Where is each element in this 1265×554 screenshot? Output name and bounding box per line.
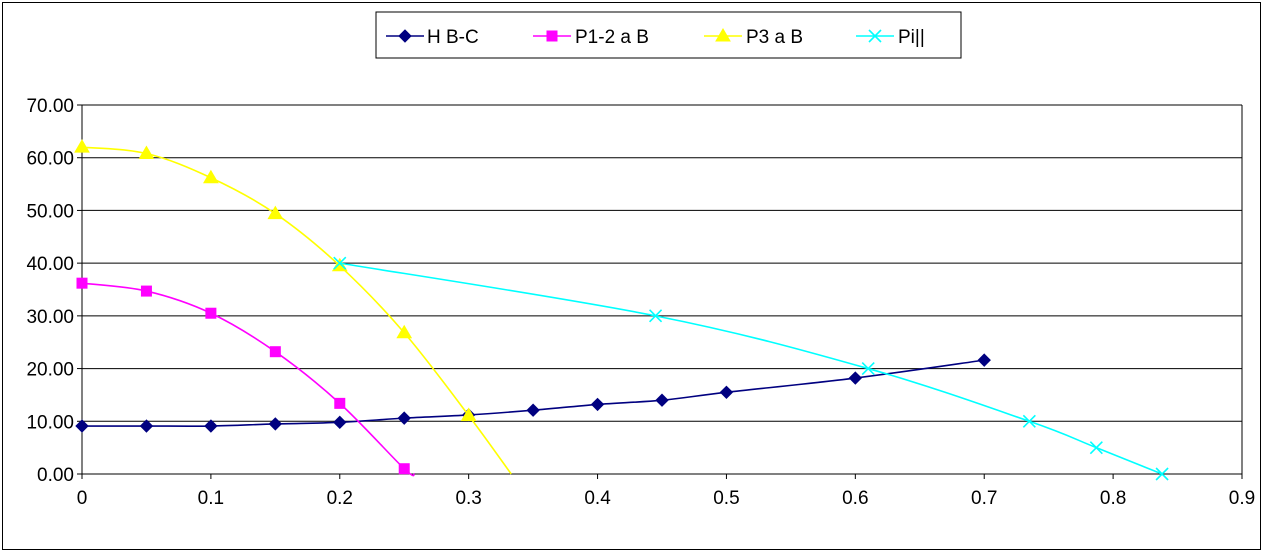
data-point bbox=[268, 417, 283, 431]
marker-stroke bbox=[1022, 414, 1036, 428]
data-point bbox=[526, 403, 540, 417]
legend-marker bbox=[546, 30, 558, 42]
y-tick-label: 20.00 bbox=[26, 360, 74, 381]
data-point bbox=[655, 393, 669, 407]
gridlines bbox=[82, 104, 1243, 475]
data-point bbox=[140, 285, 152, 297]
data-point bbox=[333, 415, 347, 430]
y-tick-label: 40.00 bbox=[26, 254, 74, 275]
data-point bbox=[333, 256, 347, 270]
marker-stroke bbox=[648, 309, 663, 323]
x-tick-label: 0.6 bbox=[842, 488, 868, 509]
series-p1-2-a-b bbox=[76, 277, 415, 477]
marker-stroke bbox=[1155, 467, 1169, 481]
legend-label: P3 a B bbox=[746, 27, 803, 48]
legend-item: Pi|| bbox=[856, 27, 925, 48]
legend-label: Pi|| bbox=[898, 27, 925, 48]
data-point bbox=[267, 205, 284, 220]
series-pi- bbox=[333, 256, 1169, 481]
y-tick-label: 70.00 bbox=[26, 96, 74, 117]
data-point bbox=[74, 139, 90, 153]
x-tick-label: 0.2 bbox=[327, 488, 353, 509]
x-tick-label: 0.1 bbox=[198, 488, 224, 509]
legend-marker bbox=[868, 29, 882, 43]
x-tick-label: 0.3 bbox=[455, 488, 481, 509]
data-point bbox=[719, 385, 734, 399]
data-point bbox=[398, 463, 410, 475]
data-point bbox=[977, 353, 991, 367]
y-tick-label: 50.00 bbox=[26, 201, 74, 222]
y-tick-label: 10.00 bbox=[26, 412, 74, 433]
x-tick-label: 0.8 bbox=[1100, 488, 1126, 509]
series-line bbox=[81, 282, 415, 477]
data-point bbox=[75, 419, 89, 433]
legend-item: H B-C bbox=[386, 27, 479, 48]
series-h-b-c bbox=[75, 353, 991, 433]
series-p3-a-b bbox=[74, 139, 512, 475]
data-point bbox=[138, 145, 155, 159]
marker-stroke bbox=[861, 362, 875, 376]
data-point bbox=[460, 407, 477, 421]
data-point bbox=[76, 277, 88, 289]
marker-stroke bbox=[1089, 441, 1103, 455]
legend-label: P1-2 a B bbox=[575, 27, 649, 48]
legend-item: P3 a B bbox=[704, 27, 803, 48]
y-tick-label: 0.00 bbox=[37, 465, 74, 486]
legend-marker bbox=[398, 29, 412, 43]
data-point bbox=[1155, 467, 1169, 481]
data-point bbox=[397, 411, 411, 425]
legend: H B-C P1-2 a B P3 a B Pi|| bbox=[375, 11, 962, 59]
legend-marker bbox=[715, 28, 731, 42]
y-tick-label: 60.00 bbox=[26, 149, 74, 170]
x-tick-label: 0 bbox=[77, 488, 88, 509]
x-tick-label: 0.7 bbox=[971, 488, 997, 509]
data-point bbox=[648, 309, 663, 323]
legend-item: P1-2 a B bbox=[533, 27, 649, 48]
x-tick-label: 0.9 bbox=[1229, 488, 1255, 509]
data-point bbox=[396, 324, 413, 339]
data-point bbox=[331, 257, 348, 272]
x-tick-label: 0.5 bbox=[713, 488, 739, 509]
series-line bbox=[81, 146, 512, 475]
marker-stroke bbox=[868, 29, 882, 43]
data-point bbox=[1022, 414, 1036, 428]
x-tick-label: 0.4 bbox=[584, 488, 611, 509]
legend-box bbox=[375, 11, 962, 59]
legend-label: H B-C bbox=[427, 27, 479, 48]
data-point bbox=[590, 397, 605, 412]
data-point bbox=[203, 169, 219, 184]
data-point bbox=[139, 419, 154, 433]
data-point bbox=[269, 346, 281, 358]
data-point bbox=[205, 307, 217, 319]
data-point bbox=[334, 397, 346, 409]
y-tick-label: 30.00 bbox=[26, 307, 74, 328]
marker-stroke bbox=[333, 256, 347, 270]
data-point bbox=[1089, 441, 1103, 455]
data-point bbox=[861, 362, 875, 376]
data-point bbox=[848, 371, 863, 385]
data-point bbox=[204, 419, 218, 433]
